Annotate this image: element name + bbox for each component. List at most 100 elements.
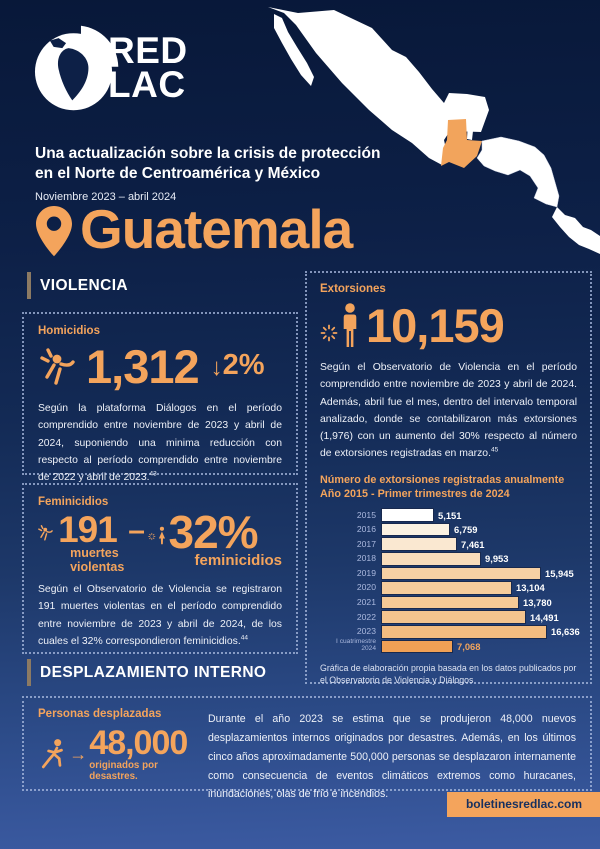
chart-row: 2022 14,491: [320, 610, 577, 625]
central-america-map: [268, 7, 600, 254]
displacement-label: Personas desplazadas: [38, 708, 162, 720]
homicides-card: Homicidios 1,312 ↓ 2% Según la plataform…: [22, 312, 298, 483]
chart-value-label: 16,636: [551, 626, 580, 638]
displacement-value: 48,000: [89, 724, 188, 762]
displacement-value-caption: originados por desastres.: [89, 760, 158, 782]
chart-title-line2: Año 2015 - Primer trimestres de 2024: [320, 488, 510, 501]
violence-section-title: VIOLENCIA: [40, 276, 128, 294]
chart-year-label: 2022: [356, 611, 376, 622]
chart-row: I cuatrimestre 2024 7,068: [320, 639, 577, 654]
displacement-card: Personas desplazadas → 48,000 originados…: [22, 696, 592, 800]
chart-year-label: 2019: [356, 567, 376, 578]
header-title-line1: Una actualización sobre la crisis de pro…: [35, 145, 381, 162]
femicides-footnote: 44: [240, 634, 248, 642]
country-name: Guatemala: [80, 198, 353, 260]
map-mexico-shape: [268, 7, 489, 165]
chart-value-label: 7,461: [461, 538, 485, 550]
displacement-section-title: DESPLAZAMIENTO INTERNO: [40, 663, 267, 681]
chart-bar: [381, 508, 434, 522]
homicides-delta: ↓ 2%: [211, 349, 265, 385]
chart-value-label: 13,780: [523, 597, 552, 609]
chart-year-label: 2020: [356, 582, 376, 593]
chart-bar: [381, 610, 526, 624]
chart-year-label: 2017: [356, 538, 376, 549]
chart-year-label: 2018: [356, 553, 376, 564]
logo-text-line2: LAC: [108, 64, 186, 105]
extortions-footnote: 45: [490, 446, 499, 454]
homicides-label: Homicidios: [38, 325, 100, 337]
map-costarica-panama-shape: [552, 207, 600, 254]
homicides-text: Según la plataforma Diálogos en el perío…: [38, 403, 282, 484]
chart-year-label: I cuatrimestre 2024: [336, 638, 376, 653]
section-bar: [27, 659, 31, 686]
femicides-card: Feminicidios 191 muertes violentas –: [22, 483, 298, 654]
chart-value-label: 7,068: [457, 640, 481, 652]
chart-bar: [381, 581, 512, 595]
extortions-card: Extorsiones 10,159 Según el Observatorio…: [305, 271, 592, 685]
chart-year-label: 2016: [356, 524, 376, 535]
extortions-chart: 2015 5,151 2016 6,759 2017 7,461 2018 9,953 2019…: [320, 508, 580, 654]
chart-row: 2018 9,953: [320, 552, 577, 567]
footer-website-link[interactable]: boletinesredlac.com: [446, 792, 600, 817]
person-icon: [343, 302, 357, 347]
chart-row: 2016 6,759: [320, 522, 577, 537]
falling-person-icon: [38, 525, 53, 541]
femicides-pct: 32%: [168, 506, 258, 558]
burst-icon: [320, 324, 338, 341]
chart-bar: [381, 625, 547, 639]
femicides-value-caption-line1: muertes: [70, 546, 119, 561]
chart-title-line1: Número de extorsiones registradas anualm…: [320, 473, 565, 486]
extortions-paragraph: Según el Observatorio de Violencia en el…: [320, 359, 577, 463]
falling-person-icon: [40, 347, 75, 385]
country-title: Guatemala: [36, 202, 353, 257]
femicides-value-caption-line2: violentas: [70, 559, 125, 574]
chart-year-label: 2023: [356, 626, 376, 637]
violence-section-heading: VIOLENCIA: [27, 272, 128, 299]
chart-row: 2015 5,151: [320, 508, 577, 523]
chart-value-label: 5,151: [438, 509, 462, 521]
section-bar: [27, 272, 31, 299]
map-guatemala-shape: [441, 119, 482, 168]
map-belize-shape: [467, 121, 474, 140]
chart-value-label: 15,945: [545, 567, 574, 579]
chart-value-label: 14,491: [530, 611, 559, 623]
header-title-line2: en el Norte de Centroamérica y México: [35, 165, 321, 183]
chart-value-label: 9,953: [485, 553, 509, 565]
chart-bar: [381, 522, 450, 537]
report-period: Noviembre 2023 – abril 2024: [35, 191, 177, 204]
displacement-paragraph: Durante el año 2023 se estima que se pro…: [208, 713, 576, 801]
chart-row: 2023 16,636: [320, 624, 580, 639]
homicides-paragraph: Según la plataforma Diálogos en el perío…: [38, 400, 282, 486]
extortions-text: Según el Observatorio de Violencia en el…: [320, 362, 577, 460]
down-arrow-icon: ↓: [210, 353, 223, 381]
extortions-value: 10,159: [366, 299, 505, 352]
chart-bar: [381, 595, 519, 610]
femicides-value: 191: [58, 509, 118, 550]
arrow-right-icon: →: [69, 743, 88, 764]
femicides-label: Feminicidios: [38, 496, 109, 508]
femicides-text: Según el Observatorio de Violencia se re…: [38, 584, 282, 647]
chart-row: 2019 15,945: [320, 566, 577, 581]
chart-bar: [381, 537, 457, 551]
chart-row: 2017 7,461: [320, 537, 577, 552]
report-header: Una actualización sobre la crisis de pro…: [35, 144, 380, 203]
redlac-logo: RED LAC: [30, 22, 188, 114]
extortions-chart-caption: Gráfica de elaboración propia basada en …: [320, 662, 577, 685]
homicides-footnote: 43: [149, 470, 157, 478]
burst-icon: [148, 532, 156, 541]
woman-icon: [158, 526, 165, 545]
chart-bar: [381, 639, 453, 654]
homicides-value: 1,312: [86, 340, 200, 393]
logo-text-line1: RED: [108, 29, 188, 71]
chart-row: 2021 13,780: [320, 595, 577, 610]
chart-bar: [381, 552, 481, 566]
extortions-label: Extorsiones: [320, 283, 386, 295]
chart-value-label: 13,104: [516, 582, 545, 594]
femicides-pct-caption: feminicidios: [194, 552, 283, 570]
running-person-icon: [41, 739, 63, 769]
homicides-delta-value: 2%: [222, 348, 265, 381]
location-pin-icon: [36, 206, 72, 257]
chart-bar: [381, 566, 541, 581]
map-baja-shape: [274, 14, 314, 86]
dash-separator: –: [128, 514, 145, 547]
